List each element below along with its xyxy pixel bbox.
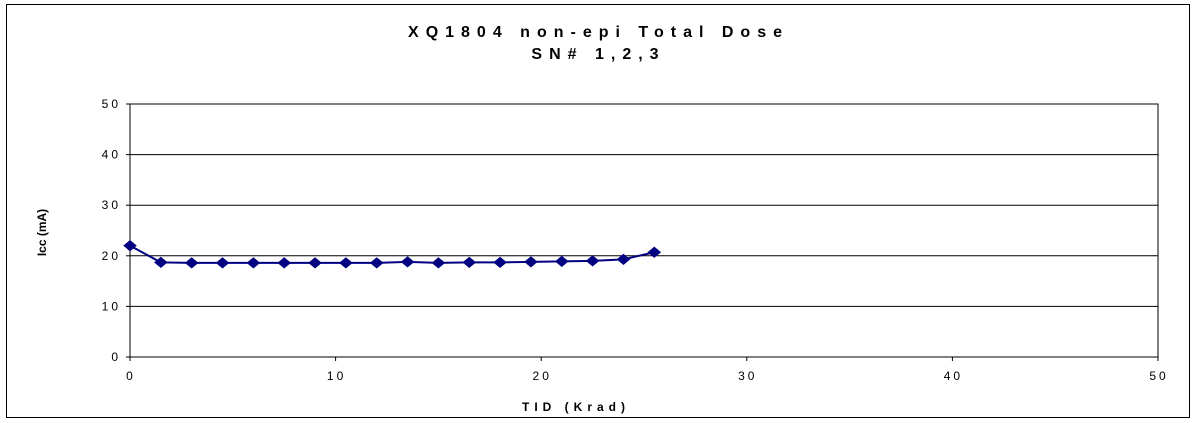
data-point-marker	[246, 257, 261, 269]
series-line	[129, 244, 655, 264]
y-tick-label: 20	[102, 249, 121, 263]
x-axis-label: TID (Krad)	[522, 400, 630, 414]
x-tick-label: 40	[944, 369, 963, 383]
data-point-marker	[493, 256, 507, 269]
x-tick-label: 50	[1149, 369, 1168, 383]
plot-area	[129, 103, 1159, 358]
data-point-marker	[339, 257, 353, 269]
data-point-marker	[277, 257, 291, 269]
chart-subtitle: SN# 1,2,3	[531, 46, 666, 63]
data-point-marker	[524, 256, 538, 268]
y-tick-label: 0	[111, 350, 121, 364]
chart-title: XQ1804 non-epi Total Dose	[408, 24, 789, 41]
x-axis-ticks: 0 10 20 30 40 50	[126, 357, 1168, 383]
x-tick-label: 30	[738, 369, 757, 383]
x-tick-label: 0	[126, 369, 136, 383]
gridlines	[130, 154, 1158, 307]
data-point-marker	[462, 256, 477, 269]
x-tick-label: 20	[533, 369, 552, 383]
y-axis-ticks: 0 10 20 30 40 50	[102, 97, 130, 364]
data-point-marker	[308, 257, 322, 269]
y-tick-label: 30	[102, 198, 121, 212]
y-axis-label: Icc (mA)	[35, 209, 49, 256]
series-layer	[123, 240, 662, 269]
data-point-marker	[369, 257, 384, 269]
data-point-marker	[585, 255, 600, 267]
data-point-marker	[647, 246, 662, 258]
y-tick-label: 50	[102, 97, 121, 111]
data-point-marker	[215, 257, 230, 269]
data-point-marker	[616, 253, 631, 265]
data-point-marker	[400, 256, 415, 268]
data-point-marker	[554, 255, 569, 268]
chart-frame	[6, 4, 1190, 418]
data-point-marker	[123, 240, 137, 252]
y-tick-label: 40	[102, 148, 121, 162]
x-tick-label: 10	[327, 369, 346, 383]
data-point-marker	[431, 257, 446, 269]
data-point-marker	[154, 256, 168, 269]
data-point-marker	[184, 257, 199, 269]
y-tick-label: 10	[102, 299, 121, 313]
